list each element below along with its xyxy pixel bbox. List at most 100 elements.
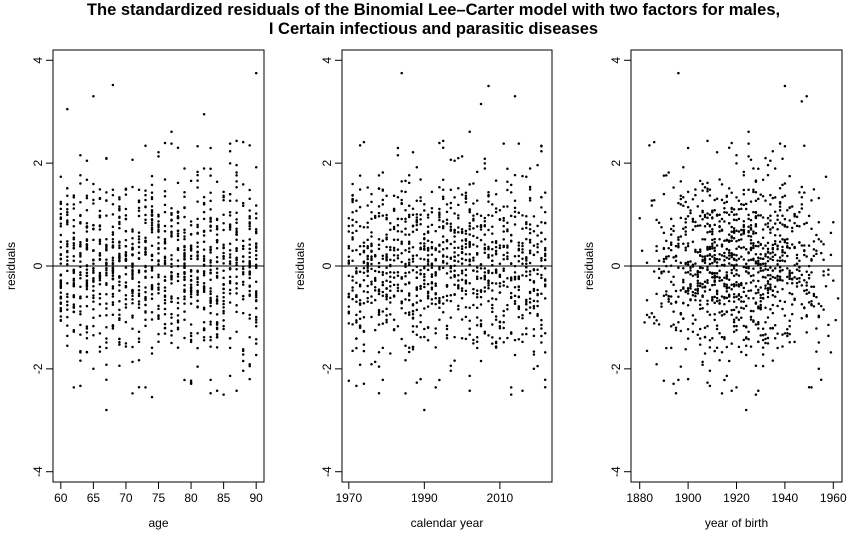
residual-point <box>441 220 445 223</box>
residual-point <box>509 332 513 335</box>
residual-point <box>355 313 358 317</box>
residual-point <box>411 312 415 316</box>
residual-point <box>351 286 354 289</box>
residual-point <box>472 202 475 205</box>
residual-point <box>769 257 772 260</box>
residual-point <box>807 291 811 294</box>
residual-point <box>163 294 167 297</box>
residual-point <box>381 189 385 192</box>
residual-point <box>157 332 160 336</box>
residual-point <box>396 238 400 241</box>
residual-point <box>749 258 753 262</box>
residual-point <box>657 221 661 225</box>
residual-point <box>479 277 483 280</box>
residual-point <box>449 299 453 303</box>
residual-point <box>426 263 430 266</box>
residual-point <box>810 285 813 289</box>
residual-point <box>669 241 673 244</box>
residual-point <box>254 165 258 169</box>
residual-point <box>370 280 373 283</box>
residual-point <box>92 296 95 300</box>
residual-point <box>645 299 649 302</box>
residual-point <box>727 249 731 252</box>
residual-point <box>445 239 449 243</box>
residual-point <box>215 260 219 264</box>
residual-point <box>59 202 63 206</box>
residual-point <box>742 307 746 310</box>
residual-point <box>472 234 475 238</box>
residual-point <box>385 320 388 324</box>
residual-point <box>137 206 141 210</box>
residual-point <box>163 259 167 263</box>
residual-point <box>812 254 816 258</box>
residual-point <box>254 295 258 299</box>
residual-point <box>98 276 102 280</box>
residual-point <box>543 283 547 286</box>
residual-point <box>783 251 787 254</box>
residual-point <box>521 174 524 178</box>
residual-point <box>157 315 160 319</box>
residual-point <box>491 310 494 314</box>
residual-point <box>176 216 180 220</box>
residual-point <box>377 243 381 246</box>
residual-point <box>235 247 238 250</box>
residual-point <box>222 282 225 286</box>
residual-point <box>118 283 121 287</box>
residual-point <box>157 263 160 266</box>
residual-point <box>674 328 678 332</box>
residual-point <box>434 386 437 389</box>
residual-point <box>798 276 801 280</box>
residual-point <box>209 335 212 339</box>
residual-point <box>790 278 794 281</box>
residual-point <box>468 130 471 134</box>
residual-point <box>491 342 494 345</box>
residual-point <box>370 301 373 305</box>
residual-point <box>679 194 683 198</box>
residual-point <box>711 227 714 231</box>
residual-point <box>170 234 173 237</box>
residual-point <box>740 246 743 250</box>
residual-point <box>487 195 490 198</box>
residual-point <box>202 308 206 311</box>
residual-point <box>662 270 666 273</box>
residual-point <box>150 195 154 199</box>
residual-point <box>769 227 772 231</box>
y-tick-label: -4 <box>320 466 334 477</box>
residual-point <box>407 242 411 245</box>
residual-point <box>491 247 494 251</box>
residual-point <box>665 255 668 258</box>
residual-point <box>528 270 532 273</box>
residual-point <box>362 244 366 248</box>
residual-point <box>111 263 115 266</box>
residual-point <box>715 292 719 296</box>
residual-point <box>725 256 729 259</box>
residual-point <box>491 271 494 275</box>
residual-point <box>757 279 760 283</box>
residual-point <box>491 203 494 206</box>
residual-point <box>479 319 483 322</box>
residual-point <box>761 269 765 272</box>
residual-point <box>735 295 738 298</box>
residual-point <box>732 292 736 296</box>
residual-point <box>196 186 199 189</box>
residual-point <box>111 292 115 296</box>
residual-point <box>137 285 141 288</box>
residual-point <box>759 308 762 311</box>
residual-point <box>679 329 683 333</box>
residual-point <box>419 242 422 245</box>
residual-point <box>727 146 731 149</box>
residual-point <box>708 369 712 373</box>
residual-point <box>521 241 524 245</box>
residual-point <box>426 258 430 262</box>
residual-point <box>381 254 385 257</box>
residual-point <box>655 362 658 366</box>
residual-point <box>347 261 351 265</box>
residual-point <box>483 275 487 279</box>
residual-point <box>730 225 733 229</box>
residual-point <box>543 254 547 258</box>
residual-point <box>652 322 656 325</box>
residual-point <box>711 299 714 302</box>
residual-point <box>694 250 697 254</box>
residual-point <box>423 335 426 339</box>
residual-point <box>757 197 760 201</box>
